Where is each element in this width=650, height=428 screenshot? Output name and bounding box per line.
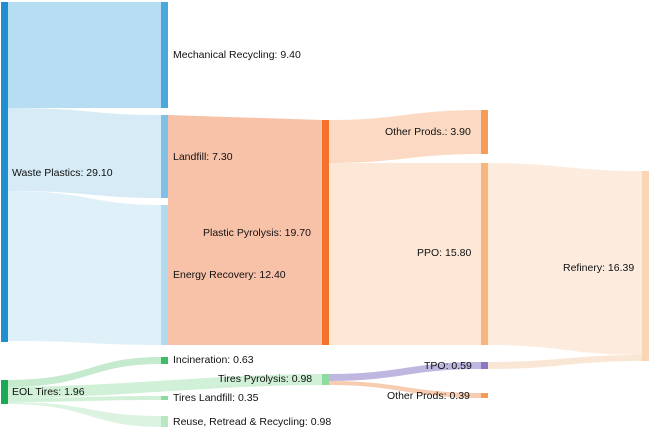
label-eol-tires: EOL Tires: 1.96	[12, 386, 85, 398]
node-other-prods-tires	[481, 393, 488, 398]
label-tires-pyrolysis: Tires Pyrolysis: 0.98	[218, 373, 313, 385]
link-pyrolysis-otherprods	[329, 110, 481, 163]
node-ppo	[481, 163, 488, 345]
label-tpo: TPO: 0.59	[424, 360, 472, 372]
link-tpo-refinery	[488, 355, 642, 369]
link-tires-landfill	[8, 396, 161, 402]
link-tires-pyrolysis	[8, 374, 322, 398]
link-waste-landfill	[8, 108, 161, 198]
label-refinery: Refinery: 16.39	[563, 262, 635, 274]
link-tires-incineration	[8, 357, 161, 387]
link-waste-mechanical	[8, 2, 161, 108]
node-mechanical-recycling	[161, 2, 168, 108]
link-ppo-refinery	[488, 163, 642, 355]
link-pyrolysis-ppo	[329, 163, 481, 345]
node-tpo	[481, 362, 488, 369]
node-reuse-retread	[161, 416, 168, 427]
node-tires-landfill	[161, 396, 168, 400]
label-mechanical-recycling: Mechanical Recycling: 9.40	[173, 49, 301, 61]
label-landfill: Landfill: 7.30	[173, 151, 233, 163]
label-reuse-retread: Reuse, Retread & Recycling: 0.98	[173, 416, 332, 428]
link-tirespyro-tpo	[329, 362, 481, 381]
node-waste-plastics	[1, 2, 8, 342]
node-tires-pyrolysis	[322, 374, 329, 385]
link-tirespyro-otherprods	[329, 381, 481, 398]
link-tires-reuse	[8, 402, 161, 427]
label-incineration: Incineration: 0.63	[173, 354, 254, 366]
node-energy-recovery	[161, 205, 168, 345]
label-other-prods-plastic: Other Prods.: 3.90	[385, 126, 471, 138]
node-landfill	[161, 115, 168, 198]
label-tires-landfill: Tires Landfill: 0.35	[173, 392, 259, 404]
label-waste-plastics: Waste Plastics: 29.10	[12, 167, 113, 179]
label-ppo: PPO: 15.80	[417, 247, 472, 259]
label-energy-recovery: Energy Recovery: 12.40	[173, 269, 286, 281]
label-other-prods-tires: Other Prods: 0.39	[387, 390, 470, 402]
link-landfill-pyrolysis	[168, 115, 322, 345]
node-eol-tires	[1, 380, 8, 404]
node-plastic-pyrolysis	[322, 120, 329, 345]
node-refinery	[642, 171, 649, 361]
label-plastic-pyrolysis: Plastic Pyrolysis: 19.70	[203, 227, 311, 239]
node-incineration	[161, 357, 168, 364]
link-waste-energy	[8, 191, 161, 345]
node-other-prods-plastic	[481, 110, 488, 154]
